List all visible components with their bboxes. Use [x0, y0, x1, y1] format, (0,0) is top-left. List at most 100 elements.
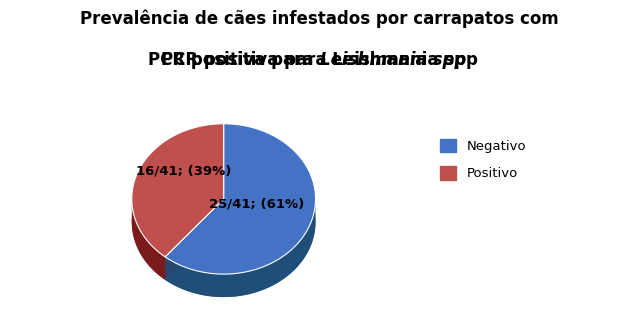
Polygon shape [299, 241, 300, 265]
Polygon shape [304, 234, 305, 259]
Polygon shape [178, 264, 180, 288]
Polygon shape [157, 250, 158, 274]
Polygon shape [293, 248, 294, 271]
Polygon shape [263, 266, 265, 290]
Polygon shape [255, 269, 257, 293]
Polygon shape [168, 259, 169, 283]
Polygon shape [154, 248, 155, 271]
Polygon shape [281, 257, 282, 280]
Polygon shape [231, 274, 233, 297]
Polygon shape [162, 255, 164, 278]
Polygon shape [275, 260, 277, 284]
Polygon shape [261, 267, 263, 290]
Polygon shape [270, 263, 271, 287]
Polygon shape [289, 251, 290, 275]
Polygon shape [305, 232, 306, 256]
Polygon shape [260, 267, 261, 291]
Polygon shape [181, 266, 183, 289]
Polygon shape [265, 265, 266, 289]
Polygon shape [171, 260, 172, 284]
Polygon shape [258, 268, 260, 292]
Polygon shape [148, 242, 149, 266]
Polygon shape [242, 272, 243, 296]
Polygon shape [175, 263, 176, 286]
Polygon shape [165, 147, 316, 297]
Polygon shape [196, 271, 197, 294]
Polygon shape [280, 257, 281, 281]
Polygon shape [210, 273, 212, 296]
Polygon shape [164, 256, 165, 280]
Polygon shape [169, 260, 171, 283]
Polygon shape [266, 265, 268, 288]
Polygon shape [236, 273, 238, 296]
Polygon shape [295, 245, 296, 269]
Polygon shape [152, 246, 153, 270]
Polygon shape [245, 272, 247, 295]
Polygon shape [189, 269, 191, 292]
Polygon shape [291, 249, 293, 273]
Polygon shape [274, 261, 275, 285]
Polygon shape [279, 258, 280, 282]
Polygon shape [167, 258, 168, 282]
Polygon shape [151, 246, 152, 269]
Polygon shape [297, 243, 298, 267]
Polygon shape [161, 254, 162, 278]
Polygon shape [247, 271, 249, 295]
Polygon shape [301, 238, 302, 262]
Polygon shape [132, 147, 224, 280]
Text: PCR positiva para Leishmania spp: PCR positiva para Leishmania spp [161, 51, 478, 69]
Polygon shape [224, 274, 226, 297]
Polygon shape [302, 237, 303, 261]
Polygon shape [212, 273, 213, 297]
Polygon shape [194, 270, 196, 293]
Polygon shape [156, 250, 157, 273]
Polygon shape [165, 257, 167, 281]
Polygon shape [132, 124, 224, 257]
Polygon shape [243, 272, 245, 295]
Polygon shape [307, 229, 308, 253]
Polygon shape [229, 274, 231, 297]
Polygon shape [197, 271, 199, 294]
Polygon shape [217, 274, 219, 297]
Polygon shape [290, 250, 291, 274]
Polygon shape [219, 274, 220, 297]
Polygon shape [191, 269, 192, 293]
Polygon shape [254, 270, 255, 293]
Polygon shape [186, 268, 188, 291]
Text: Leishmania spp: Leishmania spp [320, 51, 466, 69]
Polygon shape [296, 244, 297, 268]
Polygon shape [185, 267, 186, 291]
Polygon shape [285, 254, 286, 278]
Polygon shape [294, 246, 295, 271]
Polygon shape [272, 262, 274, 286]
Polygon shape [306, 230, 307, 255]
Polygon shape [252, 270, 254, 293]
Polygon shape [183, 266, 185, 290]
Polygon shape [160, 253, 161, 277]
Polygon shape [201, 272, 203, 295]
Polygon shape [250, 271, 252, 294]
Polygon shape [176, 263, 178, 287]
Polygon shape [188, 268, 189, 292]
Polygon shape [158, 252, 159, 276]
Polygon shape [155, 249, 156, 273]
Polygon shape [159, 253, 160, 276]
Polygon shape [277, 259, 279, 283]
Polygon shape [238, 273, 240, 296]
Polygon shape [286, 253, 288, 277]
Polygon shape [222, 274, 224, 297]
Polygon shape [235, 273, 236, 297]
Polygon shape [203, 272, 204, 295]
Polygon shape [298, 242, 299, 266]
Polygon shape [165, 124, 316, 274]
Polygon shape [308, 228, 309, 252]
Text: 16/41; (39%): 16/41; (39%) [136, 164, 232, 177]
Polygon shape [284, 255, 285, 279]
Polygon shape [174, 262, 175, 286]
Polygon shape [271, 263, 272, 286]
Polygon shape [268, 264, 270, 288]
Polygon shape [206, 273, 208, 296]
Polygon shape [149, 243, 150, 266]
Polygon shape [172, 261, 174, 285]
Polygon shape [204, 272, 206, 296]
